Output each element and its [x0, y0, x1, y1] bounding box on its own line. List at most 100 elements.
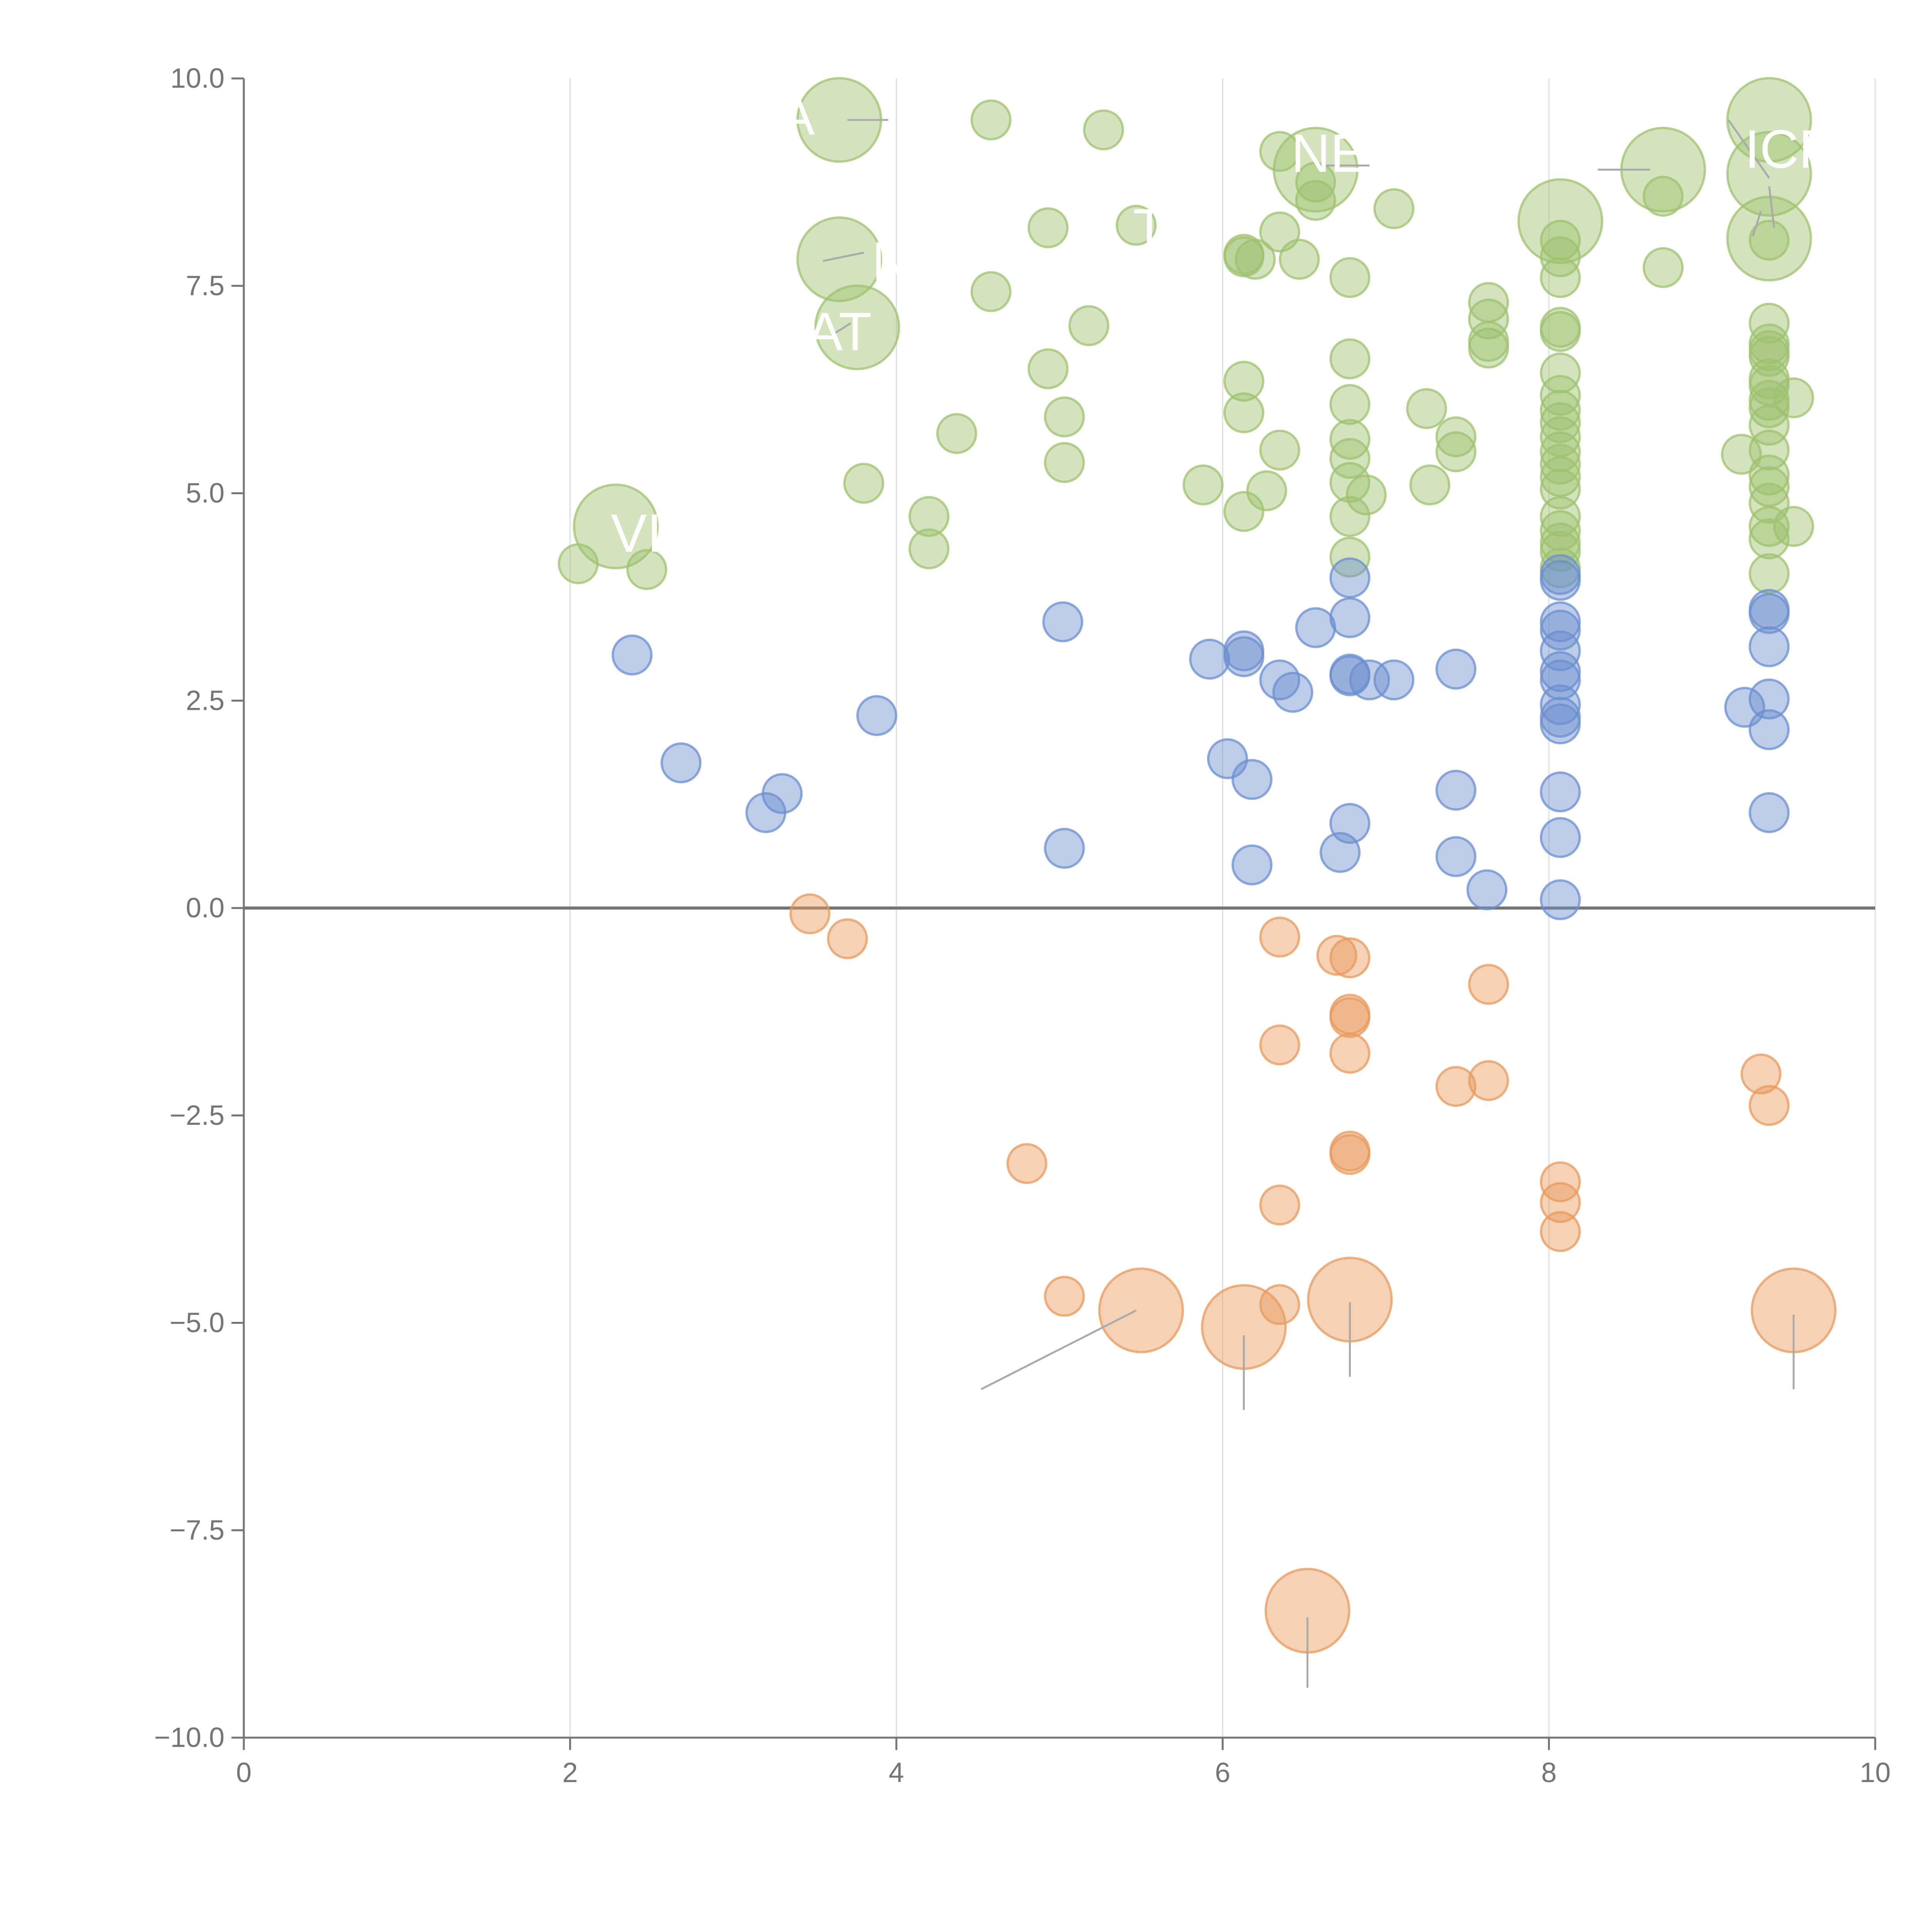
data-point [1748, 336, 1790, 377]
annotation-label: ICP [1745, 119, 1835, 179]
data-point [1435, 770, 1476, 811]
data-point [1773, 506, 1814, 547]
y-tick-label: −7.5 [170, 1515, 224, 1546]
data-point [908, 496, 950, 537]
data-point [908, 528, 950, 570]
data-point [1116, 205, 1157, 246]
data-point [789, 893, 831, 935]
data-point [1435, 416, 1476, 457]
y-tick-label: 5.0 [186, 478, 224, 509]
data-point [1468, 964, 1509, 1005]
data-point [1329, 557, 1371, 599]
data-point [1329, 1134, 1371, 1175]
data-point [1540, 703, 1581, 745]
data-point [1540, 1161, 1581, 1202]
data-point [1540, 352, 1581, 394]
data-point [1540, 456, 1581, 497]
data-point [1373, 188, 1415, 230]
data-point [762, 773, 803, 814]
y-tick-label: 2.5 [186, 685, 224, 716]
data-point [1540, 630, 1581, 672]
y-tick-label: −5.0 [170, 1308, 224, 1338]
data-point [1540, 1182, 1581, 1223]
data-point [1044, 396, 1085, 437]
leader-line [823, 252, 864, 262]
data-point [1748, 405, 1790, 446]
data-point [1329, 937, 1371, 978]
data-point [936, 413, 978, 454]
data-point [1540, 257, 1581, 298]
y-tick-label: 7.5 [186, 270, 224, 301]
annotations: A NAT VI T NE ICP [611, 85, 1835, 563]
data-point [970, 99, 1012, 141]
x-tick-label: 4 [889, 1757, 904, 1788]
data-point [1027, 348, 1069, 389]
data-point [1435, 431, 1476, 473]
data-point [1345, 474, 1387, 515]
leader-line [1752, 211, 1762, 236]
data-point [1540, 311, 1581, 352]
data-point [1373, 659, 1415, 701]
data-point [1724, 687, 1765, 728]
data-point [1643, 247, 1684, 288]
annotation-label: AT [807, 301, 872, 362]
data-point [1540, 609, 1581, 651]
data-point [1316, 935, 1357, 976]
data-point [1231, 759, 1273, 800]
data-point [1259, 1184, 1300, 1226]
leader-line [1768, 186, 1775, 228]
data-point [1406, 388, 1447, 429]
data-point [1435, 1066, 1476, 1107]
data-point [1329, 536, 1371, 578]
data-point [1726, 131, 1812, 217]
y-tick-label: 0.0 [186, 893, 224, 923]
data-point [1279, 239, 1320, 280]
data-point [827, 918, 868, 959]
data-point [1540, 219, 1581, 261]
leader-line [1727, 119, 1770, 179]
data-point [1466, 869, 1508, 910]
data-point [1182, 464, 1224, 506]
data-point [1231, 844, 1273, 886]
data-point [1223, 491, 1265, 532]
data-point [1748, 626, 1790, 667]
data-point [1748, 454, 1790, 496]
data-point [1726, 196, 1812, 282]
data-point [1259, 659, 1300, 701]
data-point [1272, 127, 1359, 213]
data-point [1435, 648, 1476, 690]
data-point [611, 634, 653, 676]
data-point [1540, 659, 1581, 701]
data-point [1748, 506, 1790, 547]
data-point [1223, 392, 1265, 434]
x-tick-label: 2 [562, 1757, 578, 1788]
data-point [1643, 175, 1684, 217]
data-point [1295, 607, 1336, 648]
y-tick-label: 10.0 [170, 63, 224, 94]
data-point [1259, 131, 1300, 172]
data-point [1329, 597, 1371, 638]
data-point [1349, 659, 1390, 701]
data-point [856, 695, 898, 736]
data-point [1468, 298, 1509, 340]
data-point [1540, 402, 1581, 444]
data-point [1272, 672, 1313, 713]
data-point [1748, 466, 1790, 507]
data-point [1098, 1267, 1184, 1354]
data-point [1435, 836, 1476, 877]
data-point [1083, 109, 1124, 151]
annotation-label: N [872, 231, 911, 291]
leader-line [830, 322, 851, 337]
data-point [1726, 77, 1812, 163]
y-tick-label: −10.0 [154, 1722, 224, 1753]
data-point [1235, 239, 1276, 280]
data-point [1044, 1276, 1085, 1317]
data-point [1468, 1060, 1509, 1101]
annotation-label: T [1133, 197, 1166, 258]
x-tick-label: 8 [1541, 1757, 1557, 1788]
annotation-label: NE [1291, 123, 1366, 184]
data-point [1259, 1024, 1300, 1066]
data-point [626, 549, 667, 590]
data-point [1409, 464, 1451, 506]
